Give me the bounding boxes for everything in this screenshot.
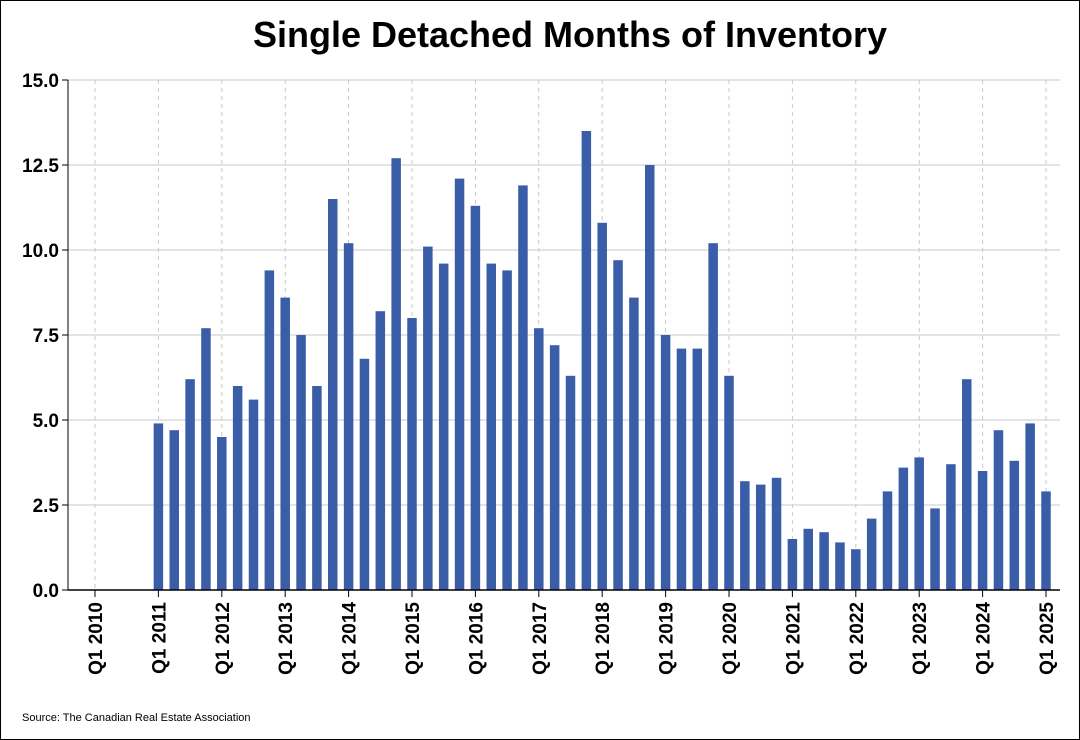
- bar: [692, 348, 703, 590]
- y-tick-label: 5.0: [33, 411, 59, 432]
- bar: [803, 528, 813, 590]
- bar: [819, 532, 829, 590]
- bar: [1025, 423, 1035, 590]
- bar: [486, 263, 496, 590]
- bar: [296, 335, 306, 590]
- x-tick-label: Q1 2017: [530, 602, 551, 675]
- bar: [248, 399, 259, 590]
- bar: [185, 379, 195, 590]
- x-tick-label: Q1 2023: [910, 602, 931, 675]
- bar: [518, 185, 528, 590]
- bar: [169, 430, 179, 590]
- bar: [217, 437, 227, 590]
- bar: [645, 165, 655, 590]
- bar: [851, 549, 861, 590]
- bar: [993, 430, 1004, 590]
- bar: [914, 457, 924, 590]
- x-axis-ticks: Q1 2010 Q1 2011 Q1 2012 Q1 2013 Q1 2014 Q1 20…: [86, 590, 1058, 675]
- bar: [153, 423, 164, 590]
- x-tick-label: Q1 2013: [276, 602, 297, 675]
- bar: [328, 199, 338, 590]
- source-note: Source: The Canadian Real Estate Associa…: [22, 712, 251, 724]
- bar: [280, 297, 290, 590]
- x-tick-label: Q1 2019: [657, 602, 678, 675]
- x-tick-label: Q1 2020: [720, 602, 741, 675]
- x-tick-label: Q1 2021: [783, 602, 804, 675]
- bar: [660, 335, 671, 590]
- bar: [755, 484, 766, 590]
- bar: [407, 318, 417, 590]
- bar: [898, 467, 909, 590]
- x-tick-label: Q1 2014: [340, 602, 361, 675]
- bar: [581, 131, 592, 590]
- bar: [724, 375, 734, 590]
- chart-title: Single Detached Months of Inventory: [252, 14, 888, 55]
- bar: [708, 243, 718, 590]
- bar: [740, 481, 750, 590]
- bar: [787, 539, 798, 590]
- bar: [597, 222, 607, 591]
- bar: [549, 345, 560, 590]
- y-tick-label: 0.0: [33, 581, 59, 602]
- x-tick-label: Q1 2018: [593, 602, 614, 675]
- bar: [264, 270, 275, 590]
- bar: [565, 375, 576, 590]
- y-axis-ticks: 0.0 2.5 5.0 7.5 10.0 12.5 15.0: [22, 71, 68, 602]
- y-tick-label: 2.5: [33, 496, 60, 517]
- bar: [1041, 491, 1051, 590]
- bar: [502, 270, 512, 590]
- bar: [930, 508, 940, 590]
- bar: [977, 471, 988, 590]
- x-tick-label: Q1 2011: [149, 602, 170, 674]
- bar: [343, 243, 354, 590]
- bar: [1009, 460, 1020, 590]
- bar: [676, 348, 687, 590]
- bar: [771, 477, 782, 590]
- bar: [962, 379, 972, 590]
- grid-lines: [68, 79, 1060, 590]
- bar: [359, 358, 370, 590]
- bar: [946, 464, 956, 590]
- bar: [423, 246, 433, 590]
- bar: [232, 386, 243, 590]
- bar: [201, 328, 211, 590]
- x-tick-label: Q1 2025: [1037, 602, 1058, 675]
- y-tick-label: 15.0: [22, 71, 59, 92]
- bar: [534, 328, 544, 590]
- x-tick-label: Q1 2010: [86, 602, 107, 675]
- bar: [470, 205, 481, 591]
- x-tick-label: Q1 2022: [847, 602, 868, 675]
- bar: [391, 158, 401, 590]
- x-tick-label: Q1 2015: [403, 602, 424, 675]
- bar: [312, 386, 322, 590]
- bar: [613, 260, 623, 590]
- x-tick-label: Q1 2016: [466, 602, 487, 675]
- bar: [438, 263, 449, 590]
- y-tick-label: 12.5: [22, 156, 59, 177]
- bar: [454, 178, 465, 590]
- bar: [375, 311, 386, 590]
- bar-series: [153, 131, 1051, 591]
- bar: [835, 542, 845, 590]
- bar: [866, 518, 877, 590]
- bar: [629, 297, 639, 590]
- x-tick-label: Q1 2012: [213, 602, 234, 675]
- x-tick-label: Q1 2024: [974, 602, 995, 675]
- y-tick-label: 10.0: [22, 241, 59, 262]
- y-tick-label: 7.5: [33, 326, 60, 347]
- bar: [882, 491, 893, 590]
